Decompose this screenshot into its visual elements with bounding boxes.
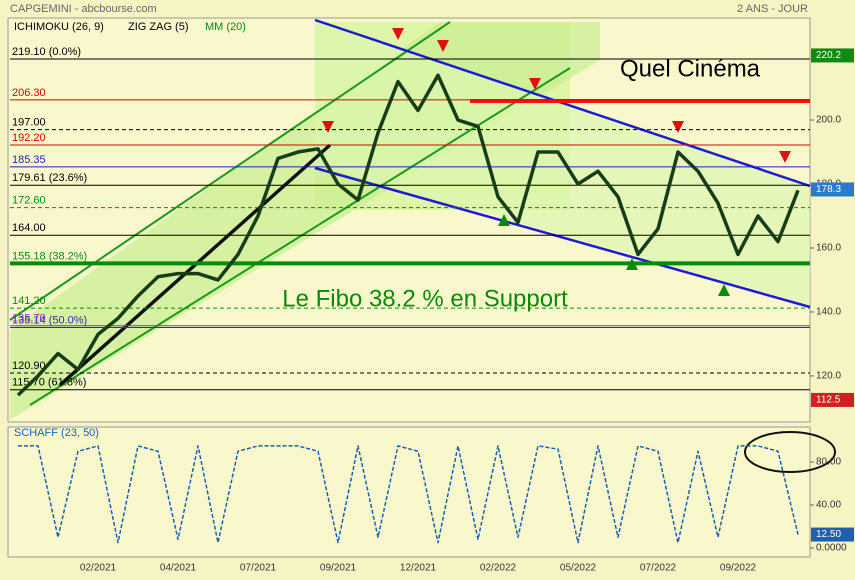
price-tag-label: 220.2 (816, 50, 841, 61)
channel-line (29, 67, 571, 406)
y-tick-label: 80.00 (816, 457, 841, 468)
circle (744, 431, 836, 473)
x-tick-label: 02/2021 (80, 563, 117, 574)
channel-down (315, 22, 810, 305)
x-tick-label: 12/2021 (400, 563, 437, 574)
down-arrow (672, 121, 684, 133)
level-label: 135.14 (50.0%) (12, 314, 87, 326)
annotation: Quel Cinéma (620, 55, 761, 82)
down-arrow (437, 40, 449, 52)
down-arrow (529, 78, 541, 90)
y-tick-label: 120.0 (816, 371, 841, 382)
y-tick-label: 200.0 (816, 115, 841, 126)
level-label: 141.20 (12, 295, 46, 307)
x-tick-label: 07/2022 (640, 563, 677, 574)
level-label: 135.70 (12, 313, 46, 325)
trend-line (314, 166, 811, 309)
price-tag (811, 392, 854, 407)
price-tag-label: 178.3 (816, 184, 841, 195)
y-tick-label: 0.0000 (816, 543, 847, 554)
header-title: CAPGEMINI - abcbourse.com (10, 3, 157, 15)
up-arrow (718, 284, 730, 296)
header-period: 2 ANS - JOUR (737, 3, 808, 15)
x-tick-label: 09/2021 (320, 563, 357, 574)
x-tick-label: 04/2021 (160, 563, 197, 574)
level-label: 179.61 (23.6%) (12, 172, 87, 184)
down-arrow (322, 121, 334, 133)
price-tag-label: 112.5 (816, 395, 841, 406)
schaff-title: SCHAFF (23, 50) (14, 427, 99, 439)
x-tick-label: 09/2022 (720, 563, 757, 574)
level-label: 164.00 (12, 222, 46, 234)
down-arrow (392, 28, 404, 40)
channel-line (9, 21, 451, 321)
level-label: 120.90 (12, 360, 46, 372)
level-label: 185.35 (12, 154, 46, 166)
level-label: 219.10 (0.0%) (12, 46, 81, 58)
level-label: 115.70 (61.8%) (12, 377, 86, 389)
price-tag (811, 182, 854, 197)
level-label: 155.18 (38.2%) (12, 250, 87, 262)
level-label: 172.60 (12, 195, 46, 207)
y-tick-label: 160.0 (816, 243, 841, 254)
y-tick-label: 140.0 (816, 307, 841, 318)
up-arrow (498, 214, 510, 226)
price-tag (811, 527, 854, 542)
y-tick-label: 40.00 (816, 500, 841, 511)
x-tick-label: 07/2021 (240, 563, 277, 574)
price-tag (811, 48, 854, 63)
indicator: ZIG ZAG (5) (128, 21, 189, 33)
price-tag-label: 12.50 (816, 529, 841, 540)
x-tick-label: 05/2022 (560, 563, 597, 574)
x-tick-label: 02/2022 (480, 563, 517, 574)
level-label: 197.00 (12, 117, 46, 129)
price-line (16, 73, 800, 397)
down-arrow (779, 151, 791, 163)
level-label: 206.30 (12, 87, 46, 99)
level-label: 192.20 (12, 132, 46, 144)
arrows (322, 28, 791, 163)
indicator: ICHIMOKU (26, 9) (14, 21, 104, 33)
indicator: MM (20) (205, 21, 246, 33)
